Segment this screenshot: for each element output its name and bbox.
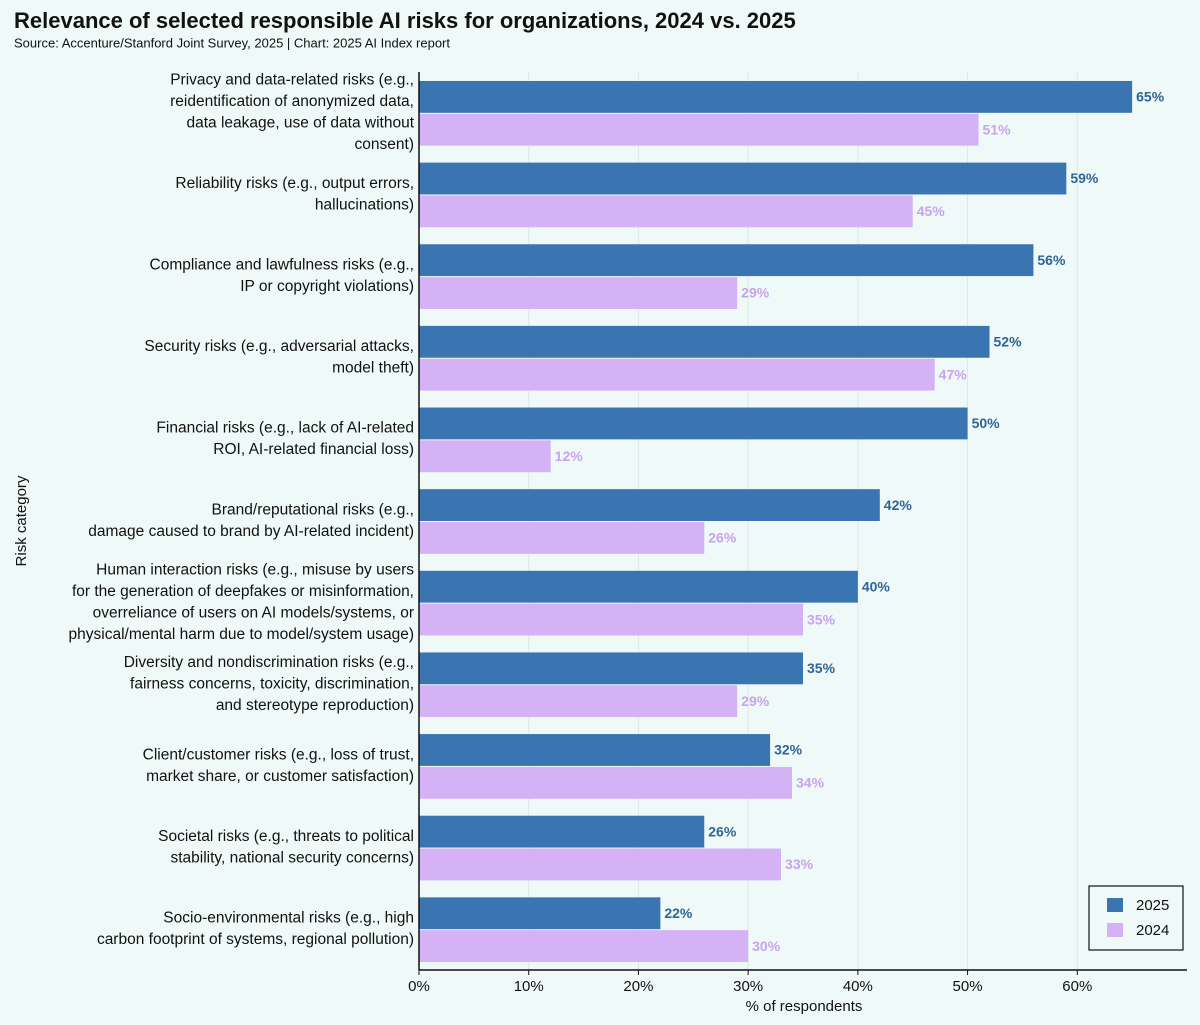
value-label: 45% <box>917 203 946 219</box>
value-label: 12% <box>555 448 584 464</box>
y-tick-label: ROI, AI-related financial loss) <box>213 441 414 458</box>
chart-title: Relevance of selected responsible AI ris… <box>14 8 796 33</box>
value-label: 40% <box>862 578 891 594</box>
bar <box>419 603 803 636</box>
y-tick-label: Diversity and nondiscrimination risks (e… <box>124 654 414 671</box>
value-label: 51% <box>983 121 1012 137</box>
y-tick-label: hallucinations) <box>315 196 414 213</box>
y-tick-label: damage caused to brand by AI-related inc… <box>88 523 414 540</box>
y-tick-label: market share, or customer satisfaction) <box>146 768 414 785</box>
bar <box>419 685 738 718</box>
y-tick-label: Societal risks (e.g., threats to politic… <box>158 828 414 845</box>
value-label: 65% <box>1136 89 1165 105</box>
y-tick-label: physical/mental harm due to model/system… <box>69 626 414 643</box>
y-tick-label: fairness concerns, toxicity, discriminat… <box>130 675 414 692</box>
value-label: 35% <box>807 660 836 676</box>
bar <box>419 570 858 603</box>
y-tick-label: for the generation of deepfakes or misin… <box>72 583 414 600</box>
value-label: 52% <box>994 334 1023 350</box>
y-tick-label: Brand/reputational risks (e.g., <box>212 501 414 518</box>
bar <box>419 113 979 146</box>
x-tick-label: 60% <box>1062 978 1092 995</box>
bar <box>419 522 705 554</box>
value-label: 29% <box>741 285 770 301</box>
x-tick-label: 20% <box>623 978 653 995</box>
value-label: 50% <box>972 415 1001 431</box>
y-tick-label: Reliability risks (e.g., output errors, <box>175 175 414 192</box>
value-label: 32% <box>774 742 803 758</box>
legend-label: 2024 <box>1136 922 1169 939</box>
value-label: 26% <box>708 823 737 839</box>
bar <box>419 325 990 358</box>
y-axis-label: Risk category <box>13 475 30 566</box>
bar <box>419 80 1133 113</box>
legend-swatch <box>1107 923 1123 937</box>
y-tick-label: Privacy and data-related risks (e.g., <box>170 72 414 89</box>
y-tick-label: Financial risks (e.g., lack of AI-relate… <box>156 420 414 437</box>
y-tick-label: model theft) <box>332 360 414 377</box>
bar <box>419 277 738 309</box>
value-label: 59% <box>1070 170 1099 186</box>
x-tick-label: 10% <box>514 978 544 995</box>
y-tick-label: Socio-environmental risks (e.g., high <box>163 910 414 927</box>
value-label: 30% <box>752 938 781 954</box>
legend-swatch <box>1107 898 1123 912</box>
y-tick-label: and stereotype reproduction) <box>216 697 414 714</box>
y-tick-label: Client/customer risks (e.g., loss of tru… <box>143 746 414 763</box>
value-label: 22% <box>664 905 693 921</box>
y-tick-label: IP or copyright violations) <box>240 278 414 295</box>
y-tick-label: Security risks (e.g., adversarial attack… <box>144 338 414 355</box>
x-tick-label: 50% <box>953 978 983 995</box>
value-label: 47% <box>939 366 968 382</box>
x-tick-label: 0% <box>408 978 430 995</box>
bar <box>419 734 771 766</box>
bar <box>419 440 551 473</box>
y-tick-label: data leakage, use of data without <box>187 115 415 132</box>
x-axis-label: % of respondents <box>746 998 863 1015</box>
value-label: 29% <box>741 693 770 709</box>
bar <box>419 489 880 521</box>
y-tick-label: Human interaction risks (e.g., misuse by… <box>96 561 414 578</box>
bar <box>419 407 968 440</box>
value-label: 56% <box>1037 252 1066 268</box>
bar <box>419 930 749 963</box>
value-label: 35% <box>807 611 836 627</box>
y-tick-label: overreliance of users on AI models/syste… <box>93 604 414 621</box>
value-label: 26% <box>708 530 737 546</box>
bar <box>419 358 935 391</box>
bar <box>419 244 1034 277</box>
bar <box>419 162 1067 195</box>
bar <box>419 848 782 881</box>
bar <box>419 815 705 848</box>
y-tick-label: Compliance and lawfulness risks (e.g., <box>150 256 414 273</box>
bar <box>419 652 803 685</box>
y-tick-label: carbon footprint of systems, regional po… <box>97 931 414 948</box>
y-tick-label: stability, national security concerns) <box>170 849 414 866</box>
y-tick-label: consent) <box>355 136 414 153</box>
legend-box <box>1088 885 1184 951</box>
value-label: 42% <box>884 497 913 513</box>
x-tick-label: 30% <box>733 978 763 995</box>
bar <box>419 195 913 228</box>
value-label: 34% <box>796 775 825 791</box>
bar <box>419 766 793 799</box>
x-tick-label: 40% <box>843 978 873 995</box>
chart-subtitle: Source: Accenture/Stanford Joint Survey,… <box>14 35 450 50</box>
legend-label: 2025 <box>1136 897 1169 914</box>
bar <box>419 897 661 930</box>
value-label: 33% <box>785 856 814 872</box>
y-tick-label: reidentification of anonymized data, <box>170 93 414 110</box>
